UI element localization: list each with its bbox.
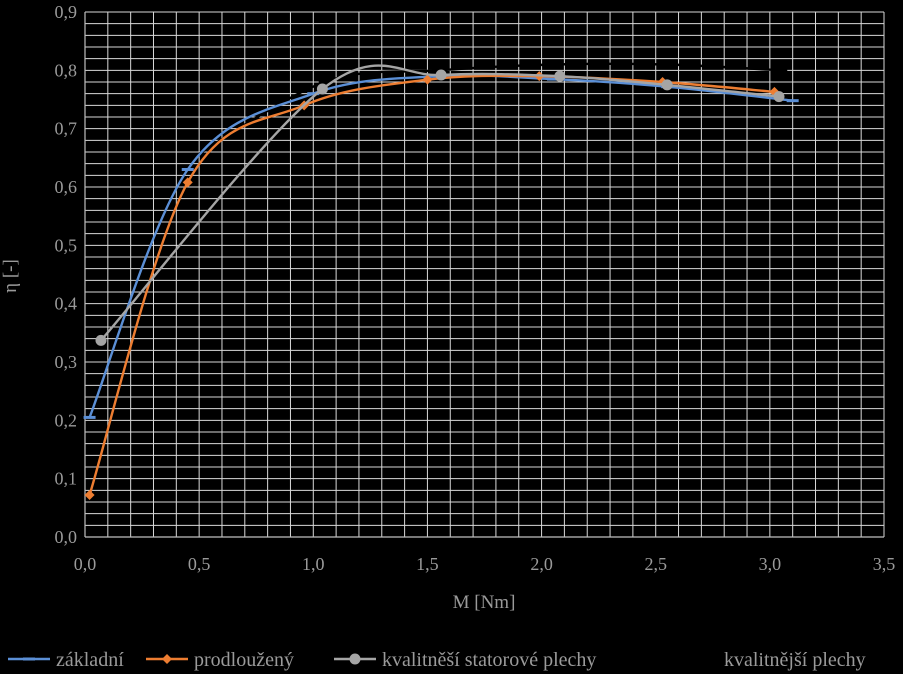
y-tick-label: 0,7: [55, 119, 78, 139]
data-point: [95, 334, 107, 346]
data-point: [661, 79, 673, 91]
data-point: [316, 83, 328, 95]
legend: základní prodloužený kvalitněší statorové …: [8, 649, 866, 671]
x-tick-label: 1,0: [302, 554, 325, 574]
y-tick-label: 0,6: [55, 177, 78, 197]
legend-item: kvalitněší statorové plechy: [334, 649, 596, 671]
y-tick-label: 0,8: [55, 60, 78, 80]
legend-label: kvalitněší statorové plechy: [382, 649, 596, 671]
x-tick-label: 3,5: [873, 554, 896, 574]
legend-label: kvalitnější plechy: [724, 649, 866, 671]
legend-item: základní: [8, 649, 124, 671]
data-point: [84, 490, 95, 500]
tick-labels: 0,0 0,1 0,2 0,3 0,4 0,5 0,6 0,7 0,8 0,9 0,0 0,5 1,0 1…: [55, 2, 896, 574]
x-tick-label: 0,0: [74, 554, 97, 574]
x-tick-label: 3,0: [759, 554, 782, 574]
data-point: [554, 70, 566, 82]
legend-swatch-marker: [162, 654, 172, 664]
y-tick-label: 0,9: [55, 2, 78, 22]
y-tick-label: 0,5: [55, 235, 78, 255]
data-point: [182, 177, 193, 188]
y-tick-label: 0,0: [55, 527, 78, 547]
y-tick-label: 0,4: [55, 294, 78, 314]
legend-label: základní: [56, 649, 124, 671]
data-point: [435, 69, 447, 81]
legend-swatch-marker: [349, 653, 361, 665]
data-point: [422, 74, 433, 85]
legend-label: prodloužený: [194, 649, 294, 671]
x-tick-label: 2,0: [530, 554, 553, 574]
series-group: [83, 62, 799, 500]
series-2: [95, 64, 785, 346]
x-tick-label: 1,5: [416, 554, 439, 574]
y-tick-label: 0,3: [55, 352, 78, 372]
series-line: [88, 74, 776, 497]
y-axis-title: η [-]: [0, 259, 21, 293]
data-point: [773, 91, 785, 103]
x-tick-label: 2,5: [644, 554, 667, 574]
legend-item: prodloužený: [146, 649, 294, 671]
legend-item: kvalitnější plechy: [676, 649, 866, 671]
series-line: [191, 62, 783, 160]
axes: [84, 12, 884, 538]
x-tick-label: 0,5: [188, 554, 211, 574]
y-tick-label: 0,1: [55, 469, 78, 489]
grid: [85, 11, 885, 537]
x-axis-title: M [Nm]: [453, 592, 516, 613]
y-tick-label: 0,2: [55, 410, 78, 430]
